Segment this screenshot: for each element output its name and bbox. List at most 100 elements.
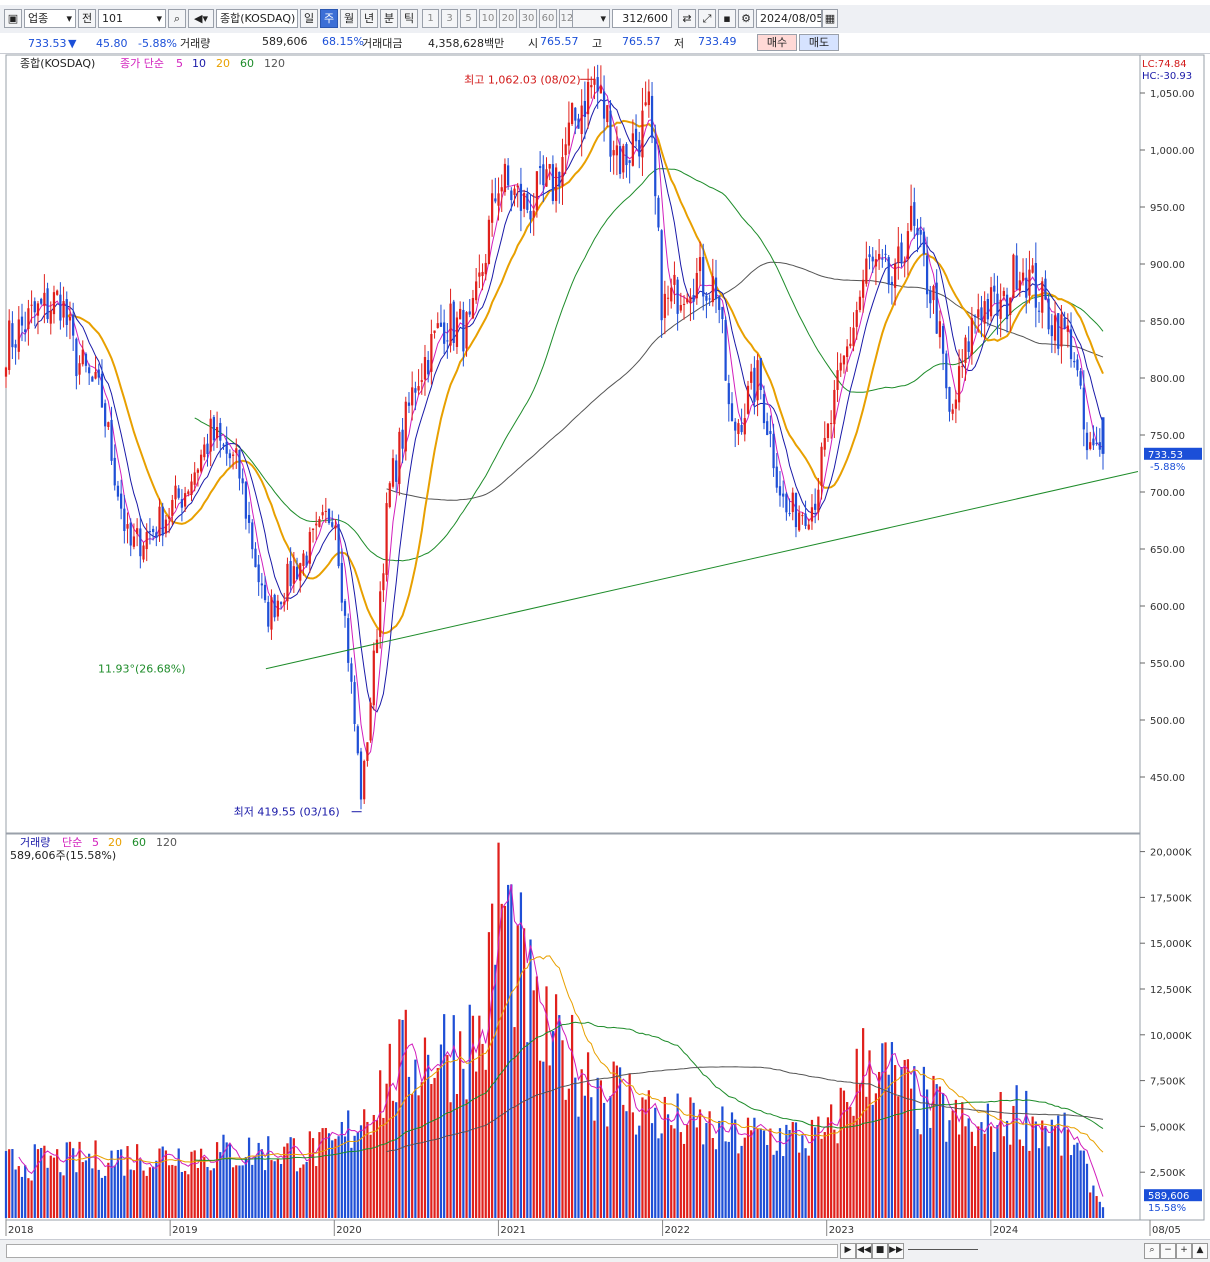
candle (209, 418, 212, 452)
volume-bar (865, 1096, 868, 1218)
candle (395, 460, 398, 482)
minute-option-60[interactable]: 60 (539, 9, 557, 28)
volume-bar (33, 1144, 36, 1218)
candle (593, 78, 596, 85)
period-button-틱[interactable]: 틱 (400, 9, 418, 28)
candle (17, 319, 20, 352)
volume-bar (615, 1065, 618, 1218)
zoom-slider[interactable] (908, 1249, 978, 1250)
speaker-icon[interactable]: ◀▾ (188, 9, 214, 28)
volume-bar (59, 1172, 62, 1218)
volume-bar (439, 1044, 443, 1218)
lc-label: LC:74.84 (1142, 59, 1187, 70)
candle (116, 485, 120, 497)
volume-bar (1047, 1146, 1050, 1218)
triangle-icon[interactable]: ▲ (1192, 1243, 1208, 1259)
prev-button[interactable]: 전 (78, 9, 96, 28)
search-icon[interactable]: ⌕ (168, 9, 186, 28)
code-input[interactable]: 101 ▾ (98, 9, 166, 28)
period-button-일[interactable]: 일 (300, 9, 318, 28)
candle (206, 443, 209, 454)
volume-bar (730, 1112, 734, 1218)
period-button-년[interactable]: 년 (360, 9, 378, 28)
volume-bar (513, 1027, 516, 1218)
volume-bar (526, 1042, 529, 1218)
period-button-주[interactable]: 주 (320, 9, 338, 28)
minute-option-3[interactable]: 3 (441, 9, 458, 28)
candle (698, 257, 702, 272)
candle (379, 591, 382, 637)
rewind-icon[interactable]: ◀◀ (856, 1243, 872, 1259)
candle (452, 301, 455, 344)
price-tick-label: 1,050.00 (1150, 89, 1195, 100)
category-select[interactable]: 업종 ▾ (24, 9, 76, 28)
volume-bar (973, 1146, 977, 1218)
candle (382, 573, 385, 591)
candle (740, 425, 743, 433)
candle (52, 292, 56, 315)
minute-option-1[interactable]: 1 (422, 9, 439, 28)
unit-select[interactable]: ▾ (572, 9, 610, 28)
sell-button[interactable]: 매도 (799, 34, 839, 51)
plus-icon[interactable]: + (1176, 1243, 1192, 1259)
last-pct-tag: -5.88% (1150, 462, 1185, 473)
minute-option-30[interactable]: 30 (519, 9, 537, 28)
minute-option-20[interactable]: 20 (499, 9, 517, 28)
date-input[interactable]: 2024/08/05 (756, 9, 822, 28)
volume-bar (104, 1175, 107, 1218)
candle (612, 150, 615, 156)
scroll-right-icon[interactable]: ▶ (840, 1243, 856, 1259)
minus-icon[interactable]: − (1160, 1243, 1176, 1259)
candle (289, 560, 292, 587)
volume-bar (228, 1143, 231, 1218)
volume-bar (446, 1054, 449, 1218)
amount-label: 거래대금 (362, 37, 403, 50)
candle (865, 258, 868, 284)
stop-icon[interactable]: ■ (872, 1243, 888, 1259)
minute-option-10[interactable]: 10 (479, 9, 497, 28)
calendar-icon[interactable]: ▦ (822, 9, 838, 28)
volume-bar (100, 1177, 104, 1218)
volume-bar (305, 1161, 308, 1218)
candle (43, 292, 46, 307)
tool-icon[interactable]: ⤢ (698, 9, 716, 28)
buy-button[interactable]: 매수 (757, 34, 797, 51)
volume-bar (954, 1099, 957, 1218)
horizontal-scrollbar[interactable] (6, 1244, 838, 1258)
period-button-월[interactable]: 월 (340, 9, 358, 28)
volume-bar (897, 1096, 900, 1218)
trendline[interactable] (265, 470, 1139, 670)
volume-bar (158, 1148, 161, 1218)
volume-bar (1095, 1196, 1098, 1218)
change-percent: -5.88% (138, 37, 177, 50)
save-icon[interactable]: ▪ (718, 9, 736, 28)
volume-bar (372, 1114, 375, 1218)
candle (462, 309, 465, 352)
candle (1073, 360, 1076, 363)
period-button-분[interactable]: 분 (380, 9, 398, 28)
panel-icon[interactable]: ▣ (4, 9, 22, 28)
candle (439, 322, 443, 327)
candle (478, 272, 481, 277)
volume-legend-ma-120: 120 (156, 836, 177, 849)
zoom-in-icon[interactable]: ⌕ (1144, 1243, 1160, 1259)
volume-bar (1063, 1112, 1066, 1218)
price-panel[interactable] (5, 54, 1141, 834)
gear-icon[interactable]: ⚙ (738, 9, 754, 28)
volume-bar (369, 1134, 372, 1218)
tool-icon[interactable]: ⇄ (678, 9, 696, 28)
volume-bar (68, 1141, 72, 1218)
candle (788, 513, 791, 515)
candle (810, 507, 814, 522)
candle (1076, 359, 1079, 371)
volume-bar (206, 1166, 209, 1218)
candle (487, 219, 491, 265)
forward-icon[interactable]: ▶▶ (888, 1243, 904, 1259)
minute-option-5[interactable]: 5 (460, 9, 477, 28)
volume-bar (171, 1164, 174, 1218)
candle (1079, 371, 1082, 386)
volume-bar (315, 1166, 318, 1218)
candle (970, 318, 973, 355)
volume-bar (618, 1067, 622, 1218)
